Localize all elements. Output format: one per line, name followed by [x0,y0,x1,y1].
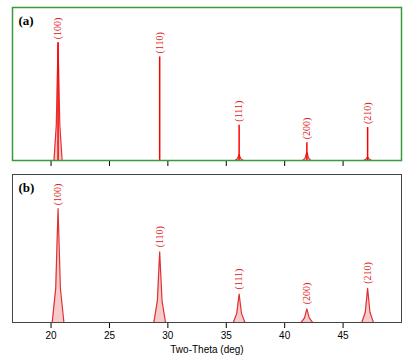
svg-text:(111): (111) [233,101,245,122]
svg-text:(111): (111) [233,269,245,290]
svg-text:45: 45 [338,330,350,341]
svg-text:40: 40 [279,330,291,341]
svg-text:(200): (200) [301,118,313,140]
svg-text:(210): (210) [362,262,374,284]
svg-text:25: 25 [104,330,116,341]
svg-text:30: 30 [162,330,174,341]
svg-text:(100): (100) [52,18,64,40]
svg-text:35: 35 [221,330,233,341]
svg-text:(a): (a) [19,13,34,28]
svg-text:(110): (110) [154,226,166,247]
svg-text:(b): (b) [19,180,35,195]
svg-text:(200): (200) [301,283,313,305]
svg-text:20: 20 [45,330,57,341]
svg-text:(210): (210) [362,102,374,124]
svg-text:Two-Theta (deg): Two-Theta (deg) [170,344,243,355]
svg-text:(110): (110) [154,32,166,53]
svg-text:(100): (100) [52,184,64,206]
